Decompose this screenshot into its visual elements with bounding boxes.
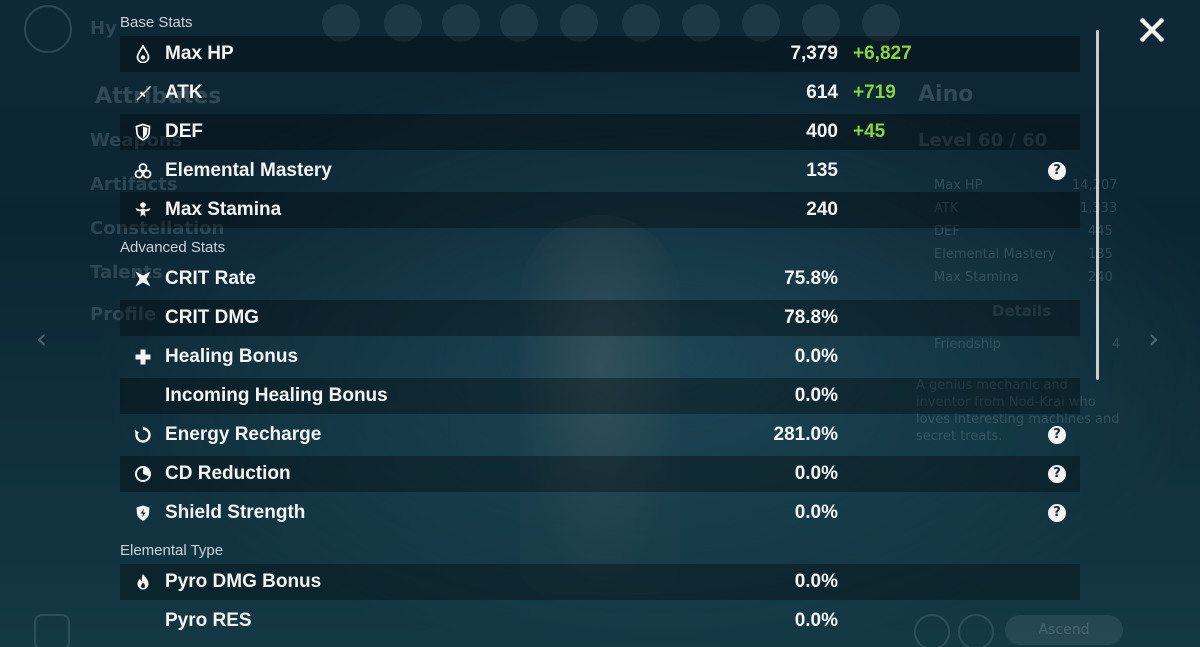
hp-drop-icon: [134, 45, 152, 63]
stat-row-max-hp: Max HP 7,379 +6,827: [120, 36, 1080, 72]
stat-bonus: +6,827: [853, 43, 912, 64]
stat-name: CRIT DMG: [165, 307, 259, 328]
stat-name: Pyro DMG Bonus: [165, 571, 322, 592]
healing-cross-icon: [134, 348, 152, 366]
stat-value: 400: [806, 121, 838, 142]
stat-name: DEF: [165, 121, 203, 142]
stat-value: 7,379: [790, 43, 838, 64]
stat-name: Incoming Healing Bonus: [165, 385, 388, 406]
stat-row-elemental-mastery: Elemental Mastery 135 ?: [120, 153, 1080, 189]
stat-name: Pyro RES: [165, 610, 252, 631]
mini-stat-value: 135: [1088, 247, 1113, 262]
chevron-right-icon: ›: [1148, 322, 1160, 355]
stats-detail-panel: Base Stats Max HP 7,379 +6,827 ATK 614 +…: [120, 0, 1080, 647]
stat-value: 0.0%: [794, 571, 838, 592]
help-icon[interactable]: ?: [1048, 426, 1066, 444]
stat-row-crit-dmg: CRIT DMG 78.8%: [120, 300, 1080, 336]
stat-value: 0.0%: [794, 346, 838, 367]
close-icon: [1139, 17, 1165, 43]
stat-value: 240: [806, 199, 838, 220]
stat-value: 281.0%: [773, 424, 838, 445]
stat-name: Healing Bonus: [165, 346, 299, 367]
stat-row-def: DEF 400 +45: [120, 114, 1080, 150]
stat-row-pyro-res: Pyro RES 0.0%: [120, 603, 1080, 639]
sword-icon: [134, 84, 152, 102]
stat-row-max-stamina: Max Stamina 240: [120, 192, 1080, 228]
stat-bonus: +719: [853, 82, 896, 103]
stat-row-shield-strength: Shield Strength 0.0% ?: [120, 495, 1080, 531]
close-button[interactable]: [1136, 14, 1168, 46]
pyro-icon: [134, 573, 152, 591]
stat-row-healing-bonus: Healing Bonus 0.0%: [120, 339, 1080, 375]
help-icon[interactable]: ?: [1048, 465, 1066, 483]
stat-value: 0.0%: [794, 463, 838, 484]
shield-strength-icon: [134, 504, 152, 522]
stat-name: CD Reduction: [165, 463, 291, 484]
stat-row-energy-recharge: Energy Recharge 281.0% ?: [120, 417, 1080, 453]
stat-bonus: +45: [853, 121, 886, 142]
stat-name: Shield Strength: [165, 502, 306, 523]
shield-icon: [134, 123, 152, 141]
section-title-advanced-stats: Advanced Stats: [120, 239, 226, 256]
stat-name: Elemental Mastery: [165, 160, 332, 181]
cd-reduction-icon: [134, 465, 152, 483]
stamina-icon: [134, 201, 152, 219]
mini-stat-value: 445: [1088, 224, 1113, 239]
stat-row-crit-rate: CRIT Rate 75.8%: [120, 261, 1080, 297]
crit-icon: [134, 270, 152, 288]
energy-recharge-icon: [134, 426, 152, 444]
stat-row-atk: ATK 614 +719: [120, 75, 1080, 111]
stat-row-pyro-dmg-bonus: Pyro DMG Bonus 0.0%: [120, 564, 1080, 600]
stat-value: 75.8%: [784, 268, 838, 289]
stat-value: 78.8%: [784, 307, 838, 328]
section-title-base-stats: Base Stats: [120, 14, 193, 31]
stat-value: 135: [806, 160, 838, 181]
stat-value: 0.0%: [794, 610, 838, 631]
help-icon[interactable]: ?: [1048, 162, 1066, 180]
chevron-left-icon: ‹: [36, 322, 48, 355]
mini-stat-value: 240: [1088, 270, 1113, 285]
stat-name: Max HP: [165, 43, 234, 64]
stat-row-cd-reduction: CD Reduction 0.0% ?: [120, 456, 1080, 492]
stat-value: 0.0%: [794, 502, 838, 523]
friendship-level: 4: [1112, 337, 1121, 352]
stat-name: Energy Recharge: [165, 424, 322, 445]
stat-name: ATK: [165, 82, 203, 103]
stat-value: 614: [806, 82, 838, 103]
emblem-icon: [24, 5, 72, 53]
scrollbar[interactable]: [1096, 30, 1099, 380]
help-icon[interactable]: ?: [1048, 504, 1066, 522]
stat-row-incoming-healing-bonus: Incoming Healing Bonus 0.0%: [120, 378, 1080, 414]
stat-value: 0.0%: [794, 385, 838, 406]
menu-grid-icon: [34, 614, 70, 647]
background-header: Hy: [90, 18, 117, 39]
mastery-icon: [134, 162, 152, 180]
section-title-elemental-type: Elemental Type: [120, 542, 224, 559]
stat-name: CRIT Rate: [165, 268, 256, 289]
stat-name: Max Stamina: [165, 199, 282, 220]
